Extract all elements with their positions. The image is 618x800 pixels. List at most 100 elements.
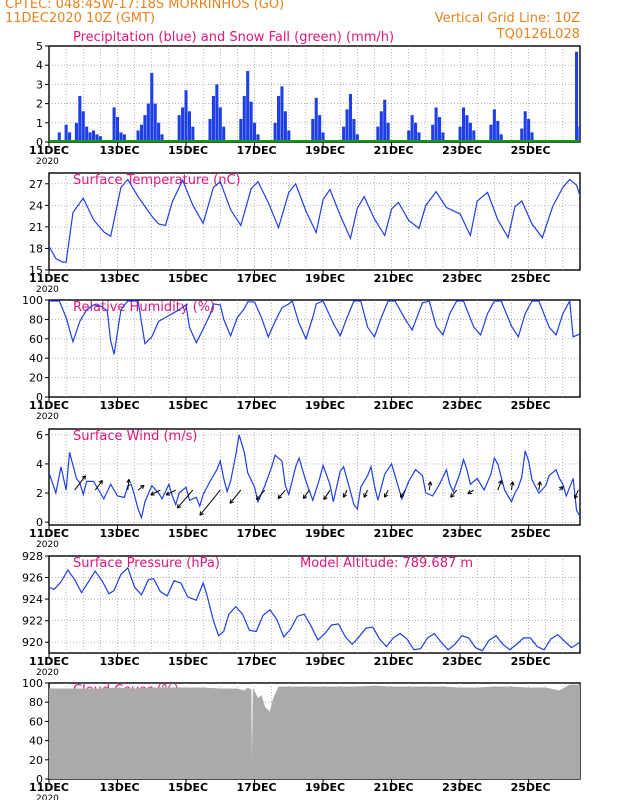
panel5-xtick-label: 11DEC (29, 655, 69, 668)
wind-arrow (165, 489, 176, 496)
precip-bar (273, 122, 277, 142)
wind-arrow-head (323, 495, 328, 501)
precip-bar (187, 111, 191, 142)
wind-arrow (150, 489, 161, 496)
panel3-xtick-label: 15DEC (168, 399, 208, 412)
precip-bar (211, 95, 215, 142)
precip-bar (465, 115, 469, 142)
wind-arrow (199, 489, 221, 516)
panel5-subtitle: Model Altitude: 789.687 m (300, 556, 473, 571)
precip-bar (407, 130, 411, 142)
panel1-ytick-label: 4 (36, 59, 43, 72)
panel2-ytick-label: 18 (29, 242, 43, 255)
wind-arrow (428, 481, 431, 491)
precip-bar (78, 95, 82, 142)
wind-arrow (467, 489, 475, 495)
precip-bar (314, 97, 318, 142)
panel3-title: Relative Humidity (%) (73, 300, 215, 315)
wind-arrow-head (255, 495, 261, 501)
panel1-title: Precipitation (blue) and Snow Fall (gree… (73, 30, 394, 45)
wind-arrow-head (302, 494, 308, 499)
panel3-xtick-label: 25DEC (511, 399, 551, 412)
panel3-year-label: 2020 (36, 412, 59, 422)
wind-arrow (574, 489, 579, 499)
panel4-xtick-label: 19DEC (305, 527, 345, 540)
panel2-xtick-label: 19DEC (305, 272, 345, 285)
wind-arrow-head (559, 486, 564, 491)
precip-bar (112, 107, 116, 142)
precip-bar (410, 115, 414, 142)
wind-arrow (137, 484, 145, 491)
panel6-ytick-label: 0 (36, 773, 43, 786)
panel2-series-line (49, 178, 580, 263)
precip-bar (246, 70, 250, 142)
precip-bar (81, 111, 85, 142)
panel5-title: Surface Pressure (hPa) (73, 556, 220, 571)
panel4-xtick-label: 23DEC (442, 527, 482, 540)
precip-bar (287, 130, 291, 142)
precip-bar (461, 107, 466, 142)
panel5-series-line (49, 566, 580, 652)
panel1-xtick-label: 21DEC (374, 144, 414, 157)
panel3-xtick-label: 21DEC (374, 399, 414, 412)
panel1-frame (48, 45, 581, 143)
panel2-ytick-label: 27 (29, 178, 43, 191)
panel5-xtick-label: 15DEC (168, 655, 208, 668)
precip-bar (218, 107, 222, 142)
precip-bar (136, 130, 140, 142)
panel5-ytick-label: 926 (22, 572, 43, 585)
panel3-xtick-label: 19DEC (305, 399, 345, 412)
wind-arrow (342, 489, 348, 498)
panel5-xtick-label: 17DEC (237, 655, 277, 668)
panel3-xtick-label: 17DEC (237, 399, 277, 412)
panel5-ytick-label: 920 (22, 636, 43, 649)
panel4-year-label: 2020 (36, 540, 59, 550)
panel5-xtick-label: 23DEC (442, 655, 482, 668)
panel2-xtick-label: 25DEC (511, 272, 551, 285)
wind-arrow-head (277, 494, 283, 499)
panel5-year-label: 2020 (36, 668, 59, 678)
precip-bar (342, 126, 346, 142)
panel3-ytick-label: 80 (29, 313, 43, 326)
panel6-ytick-label: 80 (29, 696, 43, 709)
panel4-ytick-label: 4 (36, 458, 43, 471)
precip-bar (95, 134, 99, 142)
panel2-xtick-label: 21DEC (374, 272, 414, 285)
panel4-title: Surface Wind (m/s) (73, 429, 197, 444)
panel1-ytick-label: 2 (36, 98, 43, 111)
precip-bar (530, 132, 534, 142)
precip-bar (280, 86, 284, 142)
wind-arrow (497, 480, 502, 491)
panel4-xtick-label: 15DEC (168, 527, 208, 540)
panel5-xtick-label: 13DEC (100, 655, 140, 668)
panel4-frame (48, 428, 581, 526)
precip-bar (157, 122, 161, 142)
panel3-xtick-label: 11DEC (29, 399, 69, 412)
panel3-ytick-label: 0 (36, 391, 43, 404)
precip-bar (215, 84, 219, 142)
precip-bar (115, 117, 120, 142)
panel3-xtick-label: 23DEC (442, 399, 482, 412)
panel2-title: Surface Temperature (nC) (73, 173, 241, 188)
precip-bar (256, 134, 260, 142)
panel2-xtick-label: 11DEC (29, 272, 69, 285)
panel5-xtick-label: 21DEC (374, 655, 414, 668)
panel1-ytick-label: 3 (36, 78, 43, 91)
panel1-xtick-label: 19DEC (305, 144, 345, 157)
panel6-xtick-label: 19DEC (305, 781, 345, 794)
wind-arrow-head (199, 511, 204, 516)
precip-bar (376, 126, 380, 142)
panel6-xtick-label: 13DEC (100, 781, 140, 794)
panel3-ytick-label: 60 (29, 333, 43, 346)
precip-bar (74, 122, 78, 142)
precip-bar (242, 95, 246, 142)
panel5-xtick-label: 25DEC (511, 655, 551, 668)
wind-arrow-head (498, 480, 503, 485)
panel4-xtick-label: 25DEC (511, 527, 551, 540)
precip-bar (153, 103, 157, 142)
wind-arrow-head (140, 484, 145, 490)
panel1-ytick-label: 5 (36, 40, 43, 53)
wind-arrow-head (399, 493, 405, 498)
panel1-xtick-label: 13DEC (100, 144, 140, 157)
